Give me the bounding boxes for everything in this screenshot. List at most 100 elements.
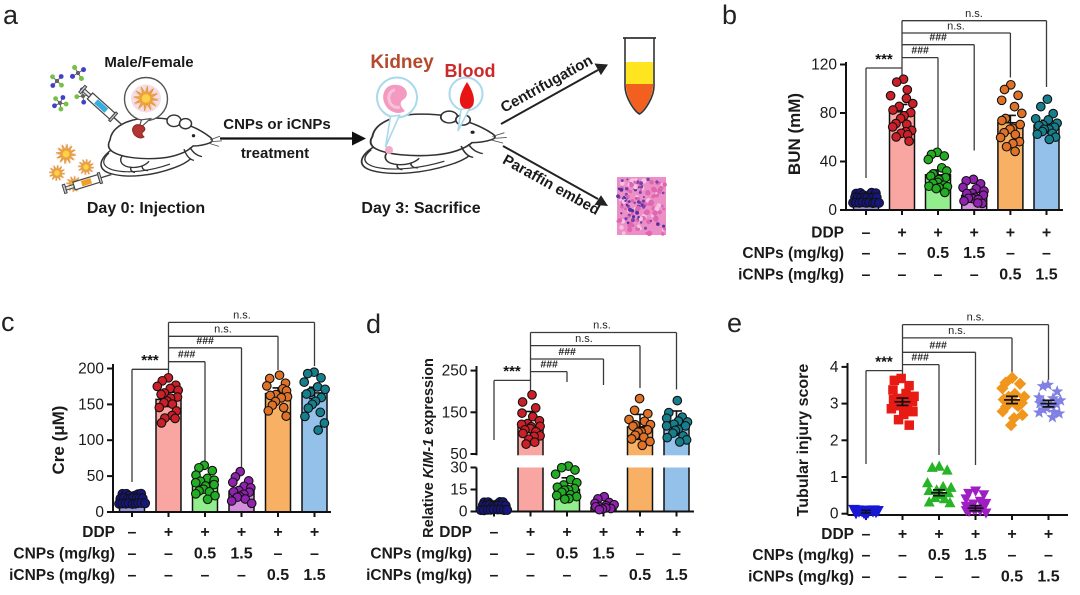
svg-text:100: 100 [78,432,104,449]
svg-text:Blood: Blood [445,61,496,81]
svg-text:0: 0 [828,202,837,219]
svg-text:Centrifugation: Centrifugation [498,52,596,117]
svg-text:0.5: 0.5 [1001,568,1023,585]
svg-text:–: – [274,545,283,562]
svg-text:###: ### [929,32,947,44]
svg-text:Paraffin embed: Paraffin embed [500,151,603,218]
svg-text:n.s.: n.s. [233,310,251,322]
svg-text:0.5: 0.5 [629,567,651,584]
svg-text:DDP: DDP [82,524,115,541]
svg-text:1: 1 [830,469,839,486]
svg-text:+: + [898,526,907,543]
svg-text:d: d [366,309,381,339]
svg-text:150: 150 [442,404,468,421]
svg-text:–: – [934,266,943,283]
svg-text:–: – [164,545,173,562]
svg-text:+: + [1007,526,1016,543]
svg-text:CNPs (mg/kg): CNPs (mg/kg) [13,545,115,562]
svg-text:–: – [636,545,645,562]
svg-text:+: + [971,526,980,543]
svg-text:–: – [898,547,907,564]
svg-text:0.5: 0.5 [194,545,216,562]
svg-text:+: + [970,224,979,241]
svg-text:###: ### [540,359,558,371]
svg-text:Day 0: Injection: Day 0: Injection [87,200,205,217]
svg-text:+: + [1044,526,1053,543]
svg-text:DDP: DDP [821,526,854,543]
svg-text:–: – [201,567,210,584]
svg-text:–: – [898,568,907,585]
svg-text:n.s.: n.s. [593,320,611,332]
svg-text:–: – [237,567,246,584]
svg-text:–: – [599,567,608,584]
svg-text:–: – [526,567,535,584]
svg-text:###: ### [929,339,947,351]
svg-text:***: *** [141,352,159,369]
svg-text:0.5: 0.5 [928,547,950,564]
svg-text:iCNPs (mg/kg): iCNPs (mg/kg) [9,567,115,584]
svg-text:+: + [599,524,608,541]
svg-text:–: – [672,545,681,562]
svg-text:+: + [897,224,906,241]
svg-text:1.5: 1.5 [964,547,986,564]
svg-text:###: ### [196,335,214,347]
svg-text:+: + [1042,224,1051,241]
svg-text:30: 30 [450,460,468,477]
svg-text:–: – [128,545,137,562]
svg-text:CNPs or iCNPs: CNPs or iCNPs [223,116,331,133]
svg-text:–: – [862,224,871,241]
svg-text:3: 3 [830,396,839,413]
svg-text:n.s.: n.s. [575,333,593,345]
svg-text:–: – [862,547,871,564]
svg-text:Day 3: Sacrifice: Day 3: Sacrifice [361,200,480,217]
svg-text:4: 4 [830,359,839,376]
svg-text:–: – [128,567,137,584]
svg-text:+: + [635,524,644,541]
svg-text:+: + [562,524,571,541]
svg-text:–: – [526,545,535,562]
svg-text:–: – [935,568,944,585]
svg-text:n.s.: n.s. [965,8,983,20]
svg-text:Cre (μM): Cre (μM) [49,406,68,475]
svg-text:2: 2 [830,432,839,449]
svg-text:b: b [722,0,737,30]
svg-text:1.5: 1.5 [230,545,252,562]
svg-text:–: – [1008,547,1017,564]
svg-text:+: + [1006,224,1015,241]
svg-text:###: ### [558,346,576,358]
svg-text:–: – [898,266,907,283]
svg-text:n.s.: n.s. [948,325,966,337]
svg-text:–: – [128,524,137,541]
svg-text:–: – [563,567,572,584]
svg-text:–: – [862,245,871,262]
svg-text:+: + [237,524,246,541]
svg-text:CNPs (mg/kg): CNPs (mg/kg) [370,545,472,562]
svg-text:0.5: 0.5 [999,266,1021,283]
svg-text:–: – [1006,245,1015,262]
svg-text:–: – [490,524,499,541]
svg-text:n.s.: n.s. [214,324,232,336]
svg-text:+: + [310,524,319,541]
svg-text:+: + [526,524,535,541]
svg-text:40: 40 [820,154,838,171]
svg-text:–: – [1044,547,1053,564]
svg-text:120: 120 [811,57,837,74]
svg-text:treatment: treatment [241,145,309,162]
svg-text:0: 0 [459,504,468,521]
svg-text:50: 50 [450,446,468,463]
svg-text:1.5: 1.5 [1035,266,1057,283]
svg-text:iCNPs (mg/kg): iCNPs (mg/kg) [738,266,844,283]
svg-text:–: – [164,567,173,584]
svg-text:–: – [490,567,499,584]
svg-text:Male/Female: Male/Female [104,54,193,71]
svg-text:CNPs (mg/kg): CNPs (mg/kg) [742,245,844,262]
svg-text:n.s.: n.s. [947,21,965,33]
svg-text:***: *** [875,354,893,371]
svg-text:e: e [727,308,742,338]
svg-text:0.5: 0.5 [267,567,289,584]
svg-text:–: – [1042,245,1051,262]
svg-text:50: 50 [87,468,105,485]
svg-text:***: *** [875,51,893,68]
svg-text:–: – [970,266,979,283]
svg-text:+: + [273,524,282,541]
